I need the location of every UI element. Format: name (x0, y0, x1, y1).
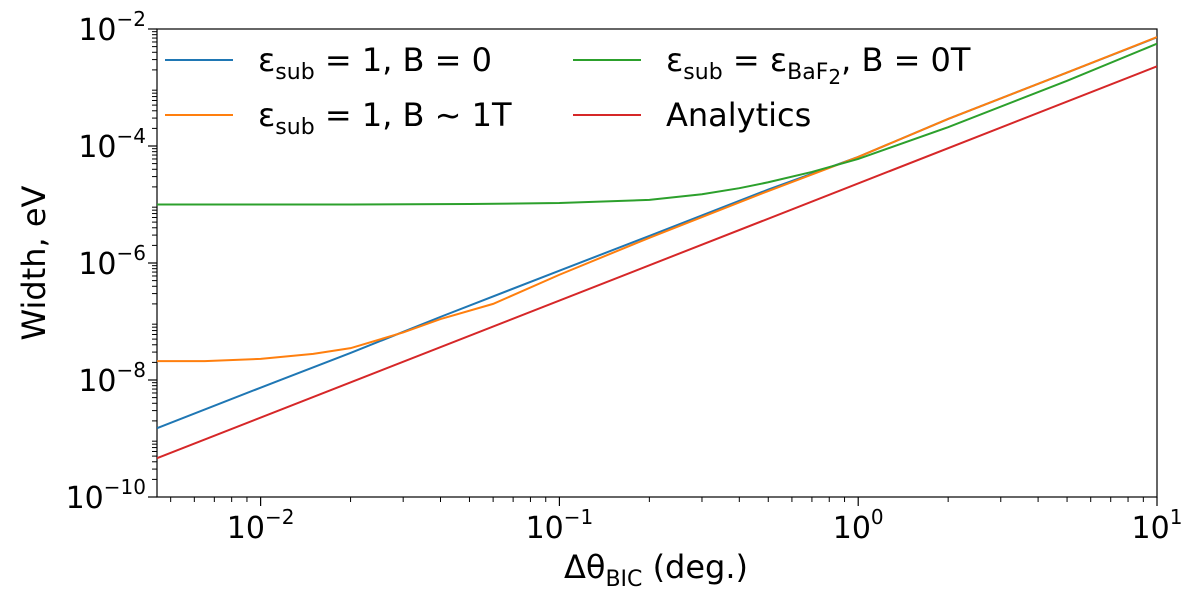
series-line-2 (157, 36, 1157, 363)
legend-label-4: Analytics (666, 96, 811, 134)
series-line-3 (157, 42, 1157, 206)
y-tick-label: 10−8 (78, 358, 146, 399)
y-axis-label: Width, eV (15, 185, 53, 340)
x-axis-label: ΔθBIC (deg.) (564, 548, 748, 592)
legend-label-1: εsub = 1, B = 0 (258, 41, 492, 85)
plot-area: 10−2 10−1 100 101 10−10 10−8 10−6 10−4 10−2 (66, 7, 1183, 546)
y-tick-label: 10−2 (78, 7, 146, 48)
y-tick-label: 10−10 (66, 475, 146, 516)
x-tick-label: 101 (1132, 505, 1183, 546)
x-tick-label: 100 (833, 505, 884, 546)
legend: εsub = 1, B = 0 εsub = 1, B ~ 1T εsub = εB… (165, 41, 971, 140)
series-line-4 (157, 65, 1157, 460)
y-tick-label: 10−6 (78, 241, 146, 282)
legend-label-3: εsub = εBaF2, B = 0T (666, 41, 971, 89)
y-tick-label: 10−4 (78, 124, 146, 165)
x-tick-label: 10−1 (526, 505, 594, 546)
legend-label-2: εsub = 1, B ~ 1T (258, 96, 512, 140)
x-tick-label: 10−2 (227, 505, 295, 546)
